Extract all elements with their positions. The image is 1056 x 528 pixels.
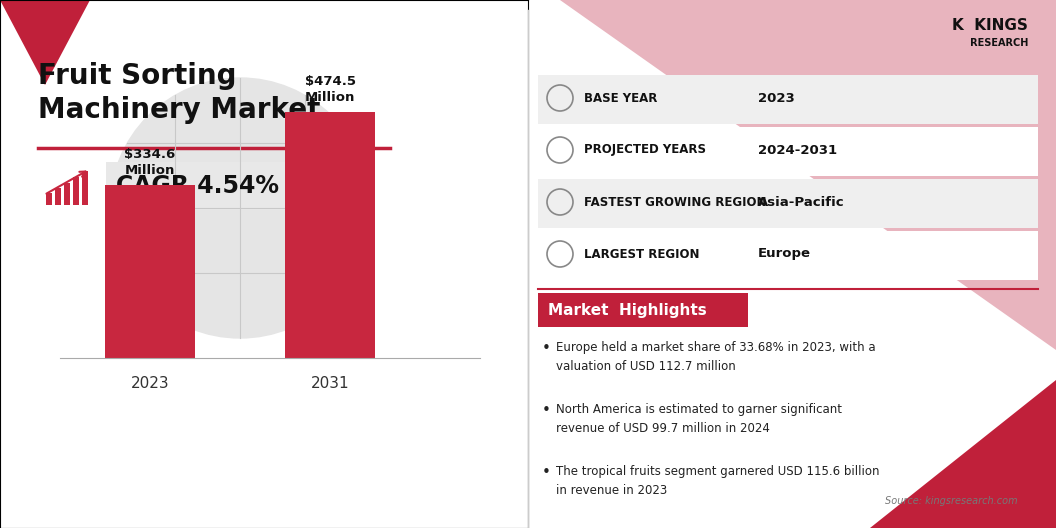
Text: North America is estimated to garner significant
revenue of USD 99.7 million in : North America is estimated to garner sig…: [557, 403, 842, 435]
FancyBboxPatch shape: [82, 171, 88, 205]
FancyBboxPatch shape: [285, 112, 375, 358]
Text: Market  Highlights: Market Highlights: [548, 303, 706, 317]
Text: Asia-Pacific: Asia-Pacific: [758, 195, 845, 209]
Text: 2024-2031: 2024-2031: [758, 144, 837, 156]
Text: RESEARCH: RESEARCH: [960, 38, 1027, 48]
Text: •: •: [542, 341, 551, 356]
FancyBboxPatch shape: [73, 177, 79, 205]
Text: 2023: 2023: [131, 376, 169, 391]
FancyBboxPatch shape: [538, 75, 1038, 124]
FancyBboxPatch shape: [55, 188, 61, 205]
Text: 2031: 2031: [310, 376, 350, 391]
Circle shape: [110, 78, 370, 338]
Text: $474.5
Million: $474.5 Million: [304, 76, 356, 104]
FancyBboxPatch shape: [538, 293, 748, 327]
FancyBboxPatch shape: [38, 162, 106, 210]
Text: K  KINGS: K KINGS: [953, 18, 1027, 33]
Text: FASTEST GROWING REGION: FASTEST GROWING REGION: [584, 195, 767, 209]
Text: The tropical fruits segment garnered USD 115.6 billion
in revenue in 2023: The tropical fruits segment garnered USD…: [557, 465, 880, 496]
Text: •: •: [542, 465, 551, 480]
Text: Fruit Sorting
Machinery Market: Fruit Sorting Machinery Market: [38, 62, 320, 124]
FancyBboxPatch shape: [64, 183, 70, 205]
Text: Europe: Europe: [758, 248, 811, 260]
Text: Europe held a market share of 33.68% in 2023, with a
valuation of USD 112.7 mill: Europe held a market share of 33.68% in …: [557, 341, 875, 372]
Text: BASE YEAR: BASE YEAR: [584, 91, 658, 105]
FancyBboxPatch shape: [538, 127, 1038, 176]
Text: CAGR 4.54%: CAGR 4.54%: [116, 174, 279, 198]
FancyBboxPatch shape: [538, 231, 1038, 280]
Text: PROJECTED YEARS: PROJECTED YEARS: [584, 144, 706, 156]
Text: 2023: 2023: [758, 91, 795, 105]
FancyBboxPatch shape: [105, 185, 195, 358]
FancyBboxPatch shape: [38, 162, 348, 210]
Text: •: •: [542, 403, 551, 418]
FancyBboxPatch shape: [538, 179, 1038, 228]
FancyBboxPatch shape: [46, 193, 52, 205]
Text: Source: kingsresearch.com: Source: kingsresearch.com: [885, 496, 1018, 506]
Text: LARGEST REGION: LARGEST REGION: [584, 248, 699, 260]
Text: $334.6
Million: $334.6 Million: [125, 148, 175, 177]
